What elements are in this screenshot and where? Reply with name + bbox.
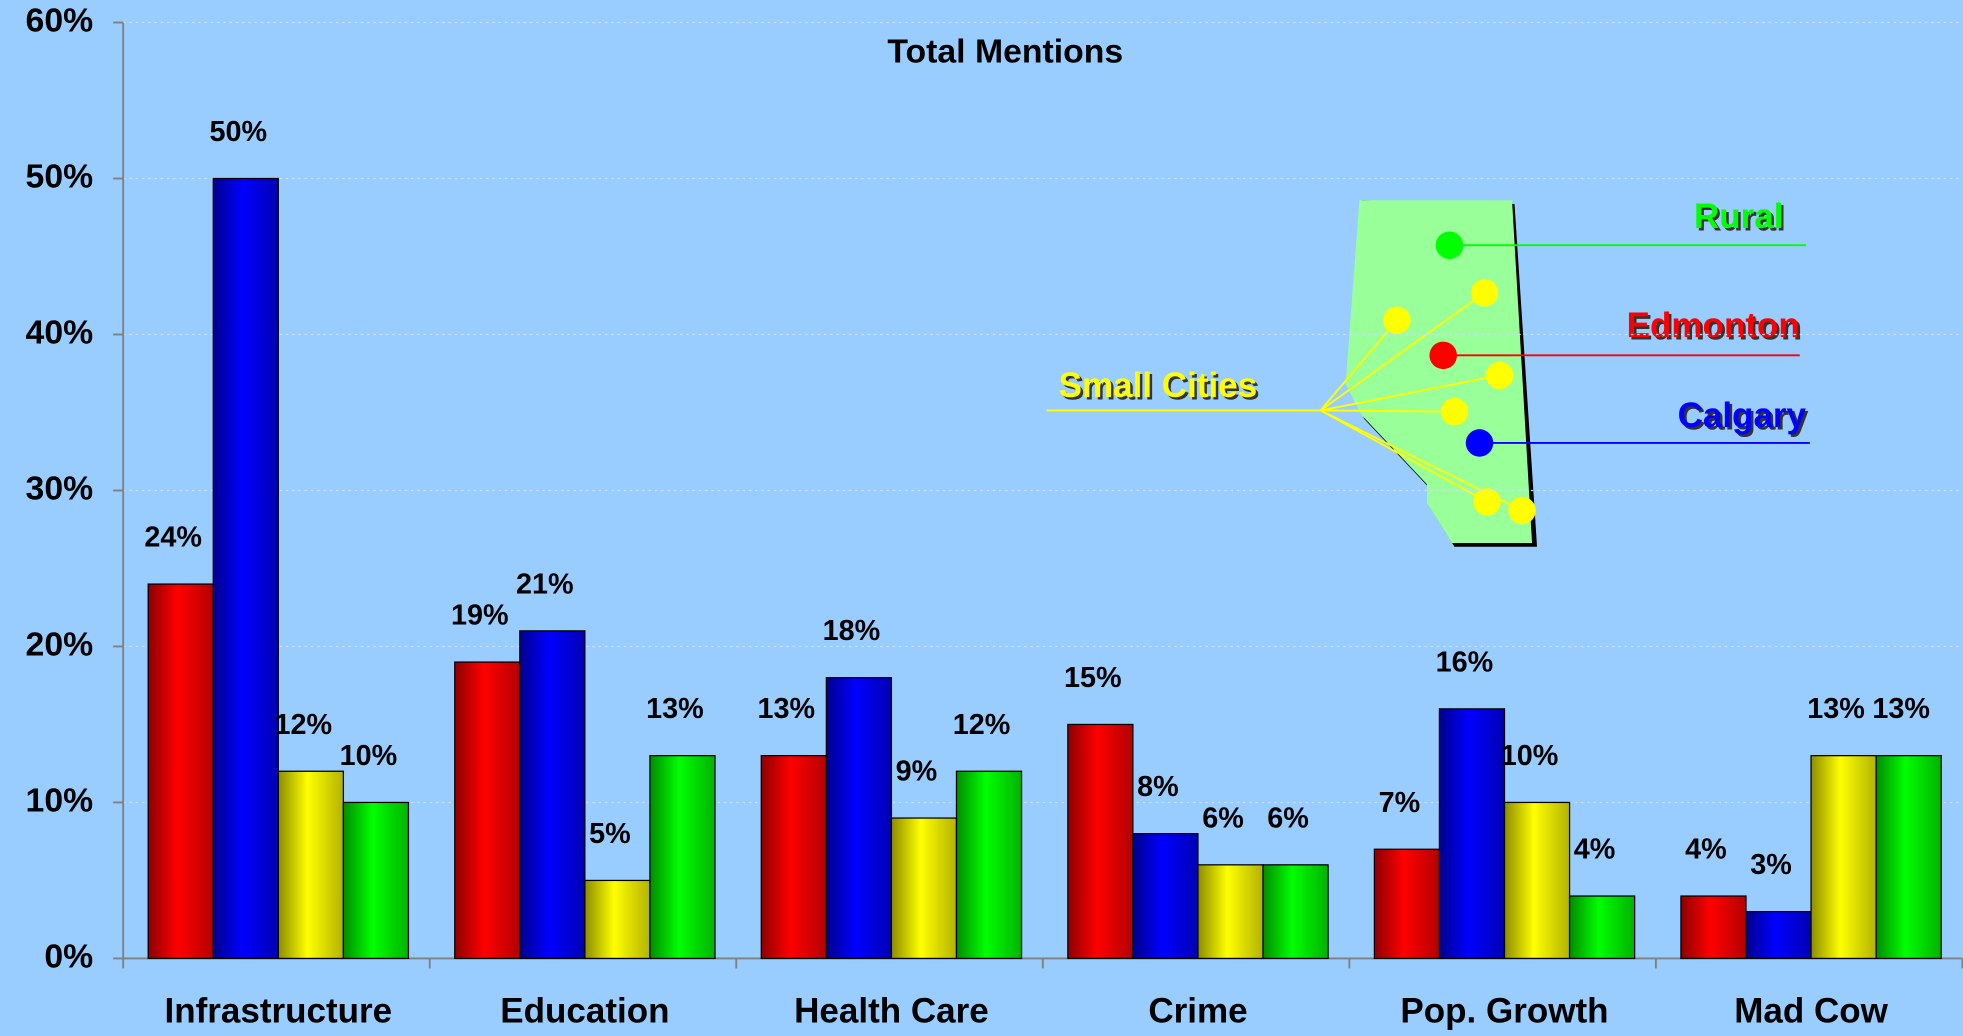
pointer-line xyxy=(1319,319,1398,412)
city-dot xyxy=(1440,397,1469,426)
legend-label: Calgary xyxy=(1678,396,1807,435)
data-label: 13% xyxy=(1807,693,1865,725)
x-tick-label: Pop. Growth xyxy=(1400,992,1608,1031)
bar-shade xyxy=(584,880,650,959)
bar-shade xyxy=(519,630,585,959)
x-tick-label: Mad Cow xyxy=(1734,992,1888,1031)
legend-label: Edmonton xyxy=(1627,306,1800,345)
y-tick-label: 50% xyxy=(26,157,94,195)
data-label: 8% xyxy=(1137,771,1179,803)
legend-dot xyxy=(1429,341,1457,370)
pointer-line xyxy=(1320,409,1455,413)
bar-shade xyxy=(1132,833,1198,959)
bar-shade xyxy=(148,584,214,959)
city-dot xyxy=(1470,279,1499,307)
legend-label: Rural xyxy=(1694,197,1784,236)
bar-shade xyxy=(278,771,344,959)
data-label: 9% xyxy=(896,756,938,788)
data-label: 15% xyxy=(1064,662,1122,694)
data-label: 50% xyxy=(209,116,267,148)
data-label: 4% xyxy=(1685,834,1727,866)
data-label: 24% xyxy=(144,522,202,554)
bar-shade xyxy=(1569,896,1635,959)
data-label: 4% xyxy=(1574,834,1616,866)
data-label: 6% xyxy=(1267,802,1309,834)
data-label: 18% xyxy=(823,615,881,647)
bar-shade xyxy=(761,755,827,959)
data-label: 21% xyxy=(516,568,574,600)
bar-shade xyxy=(649,755,715,959)
bar-shade xyxy=(1374,849,1440,959)
legend-label-shadow: Edmonton xyxy=(1629,309,1802,348)
legend-label-shadow: Calgary xyxy=(1680,399,1809,438)
bar-shade xyxy=(213,178,279,959)
pointer-line xyxy=(1320,292,1486,412)
x-tick-label: Infrastructure xyxy=(164,992,392,1031)
data-label: 6% xyxy=(1202,802,1244,834)
x-tick-label: Health Care xyxy=(794,992,989,1031)
legend-label-shadow: Small Cities xyxy=(1061,369,1260,408)
data-label: 13% xyxy=(1872,693,1930,725)
data-label: 13% xyxy=(646,693,704,725)
data-label: 12% xyxy=(275,709,333,741)
bar-shade xyxy=(1067,724,1133,959)
bar-shade xyxy=(1263,864,1329,959)
bar-shade xyxy=(1811,755,1877,959)
x-tick-label: Education xyxy=(500,992,669,1031)
y-tick-label: 30% xyxy=(26,469,94,507)
y-tick-label: 60% xyxy=(26,1,94,39)
legend-dot xyxy=(1435,231,1464,259)
pointer-line xyxy=(1320,409,1488,503)
legend-dot xyxy=(1465,429,1494,457)
legend-label-shadow: Rural xyxy=(1697,200,1787,239)
bar-shade xyxy=(1439,708,1505,959)
bar-shade xyxy=(1504,802,1570,959)
data-label: 13% xyxy=(758,693,816,725)
data-label: 19% xyxy=(451,600,509,632)
data-label: 7% xyxy=(1379,787,1421,819)
bar-shade xyxy=(826,677,892,959)
data-label: 5% xyxy=(589,818,631,850)
bar-shade xyxy=(1197,864,1264,959)
data-label: 16% xyxy=(1436,646,1494,678)
data-label: 10% xyxy=(340,740,398,772)
data-label: 10% xyxy=(1501,740,1559,772)
data-label: 12% xyxy=(953,709,1011,741)
city-dot xyxy=(1383,306,1411,335)
bar-shade xyxy=(891,818,957,959)
city-dot xyxy=(1473,487,1501,516)
bar-shade xyxy=(1876,755,1942,959)
bar-shade xyxy=(454,662,520,959)
bar-shade xyxy=(956,771,1022,959)
chart-title: Total Mentions xyxy=(887,33,1123,71)
y-tick-label: 40% xyxy=(26,313,94,351)
y-tick-label: 10% xyxy=(26,781,94,819)
legend-label: Small Cities xyxy=(1059,366,1258,405)
city-dot xyxy=(1485,361,1514,390)
bar-shade xyxy=(343,802,409,959)
city-dot xyxy=(1508,496,1536,525)
y-tick-label: 20% xyxy=(26,625,94,663)
x-tick-label: Crime xyxy=(1148,992,1247,1031)
bar-shade xyxy=(1680,896,1746,959)
pointer-line xyxy=(1320,374,1500,412)
bar-shade xyxy=(1745,911,1812,959)
y-tick-label: 0% xyxy=(44,937,93,975)
data-label: 3% xyxy=(1750,849,1792,881)
